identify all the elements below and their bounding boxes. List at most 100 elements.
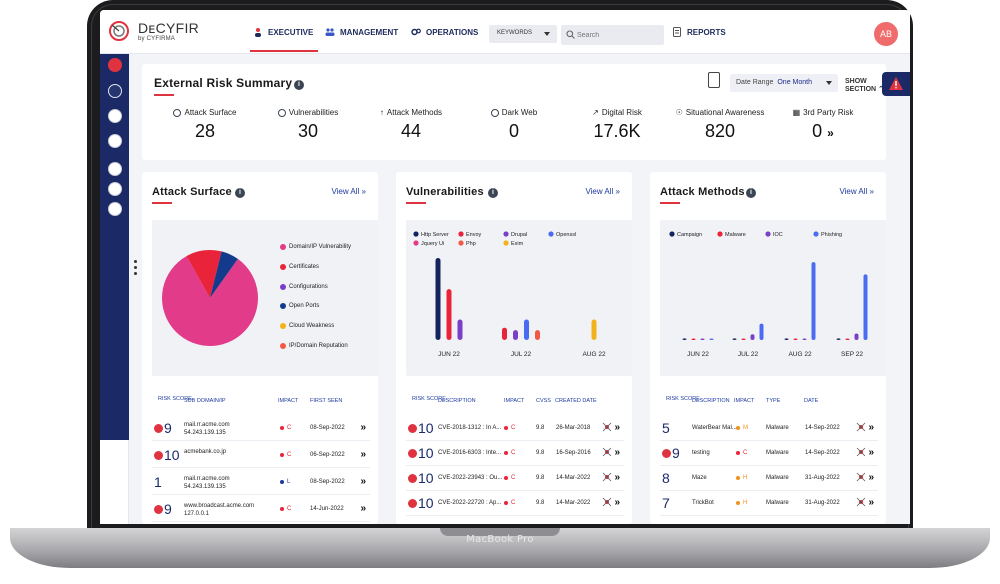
bar[interactable] [759, 323, 764, 340]
bar[interactable] [854, 333, 859, 340]
table-row[interactable]: 9 mail.rr.acme.com 54.243.139.135 C 08-Sep-2… [152, 416, 370, 441]
chevron-right-icon[interactable]: » [360, 476, 366, 487]
shield-lock-icon[interactable] [108, 84, 122, 98]
legend-item[interactable]: Cloud Weakness [280, 323, 334, 330]
keywords-dropdown[interactable]: KEYWORDS [489, 25, 557, 43]
info-icon[interactable] [108, 182, 122, 196]
view-all-link[interactable]: View All » [839, 187, 874, 196]
legend-item[interactable]: Certificates [280, 263, 319, 270]
legend-item[interactable]: Domain/IP Vulnerability [280, 244, 351, 250]
chevron-right-icon[interactable]: » [868, 472, 874, 483]
pie-slice[interactable] [210, 251, 238, 298]
table-row[interactable]: 9 testing C Malware 14-Sep-2022 » [660, 441, 878, 466]
table-row[interactable]: 7 TrickBot H Malware 31-Aug-2022 » [660, 491, 878, 516]
bar[interactable] [802, 338, 807, 341]
nav-management[interactable]: MANAGEMENT [325, 10, 398, 54]
pdf-export-icon[interactable] [708, 72, 720, 88]
chevron-right-icon[interactable]: » [360, 503, 366, 514]
metric-attack-surface[interactable]: Attack Surface 28 [160, 108, 250, 142]
table-row[interactable]: 9 www.broadcast.acme.com 127.0.0.1 C 14-Jun-… [152, 497, 370, 522]
more-options-icon[interactable] [134, 260, 138, 278]
chevron-right-icon[interactable]: » [614, 497, 620, 508]
bar[interactable] [700, 338, 705, 341]
table-row[interactable]: 10 acmebank.co.jp C 06-Sep-2022 » [152, 443, 370, 468]
nav-reports[interactable]: REPORTS [672, 10, 726, 54]
table-row[interactable]: 5 WaterBear Mal... M Malware 14-Sep-2022 » [660, 416, 878, 441]
metric-vulnerabilities[interactable]: Vulnerabilities 30 [263, 108, 353, 142]
target-icon[interactable] [108, 109, 122, 123]
chevron-right-icon[interactable]: » [614, 447, 620, 458]
table-row[interactable]: 8 Maze H Malware 31-Aug-2022 » [660, 466, 878, 491]
view-all-link[interactable]: View All » [585, 187, 620, 196]
metric-attack-methods[interactable]: ↑ Attack Methods 44 [366, 108, 456, 142]
bar[interactable] [591, 319, 597, 341]
bar[interactable] [435, 258, 441, 340]
search-input[interactable] [577, 28, 657, 42]
nav-operations[interactable]: OPERATIONS [411, 10, 478, 54]
bar[interactable] [524, 319, 529, 341]
decyfir-logo-icon[interactable] [108, 18, 130, 44]
info-icon[interactable]: i [294, 80, 304, 90]
chevron-right-icon[interactable]: » [614, 422, 620, 433]
info-icon[interactable]: i [235, 188, 245, 198]
user-avatar[interactable]: AB [874, 22, 898, 46]
bug-icon[interactable] [856, 422, 866, 432]
bug-icon[interactable] [856, 497, 866, 507]
show-section-toggle[interactable]: SHOW SECTION ⌃ [845, 78, 884, 93]
bar[interactable] [691, 338, 696, 341]
bulb-icon[interactable] [108, 134, 122, 148]
bar[interactable] [741, 338, 746, 341]
legend-item[interactable]: IP/Domain Reputation [280, 343, 348, 349]
bar[interactable] [836, 338, 841, 340]
table-row[interactable]: 1 mail.rr.acme.com 54.243.139.135 L 08-Sep-2… [152, 470, 370, 495]
alert-tab[interactable] [882, 72, 910, 96]
table-row[interactable]: 10 CVE-2016-6303 : Inte... C 9.8 16-Sep-2016… [406, 441, 624, 466]
chevron-right-icon[interactable]: » [614, 472, 620, 483]
date-range-dropdown[interactable]: Date Range One Month [730, 74, 838, 92]
chevron-right-icon[interactable]: » [360, 422, 366, 433]
bug-icon[interactable] [602, 472, 612, 482]
bug-icon[interactable] [856, 472, 866, 482]
chevron-right-icon[interactable]: » [827, 126, 834, 140]
bar[interactable] [863, 274, 868, 340]
nav-executive[interactable]: EXECUTIVE [253, 10, 313, 54]
bar[interactable] [535, 330, 540, 340]
bar[interactable] [784, 338, 789, 340]
bar[interactable] [513, 330, 518, 340]
bar[interactable] [845, 338, 850, 341]
info-icon[interactable]: i [488, 188, 498, 198]
chevron-right-icon[interactable]: » [360, 449, 366, 460]
chevron-right-icon[interactable]: » [868, 447, 874, 458]
legend-item[interactable]: Configurations [280, 283, 328, 290]
view-all-link[interactable]: View All » [331, 187, 366, 196]
table-row[interactable]: 10 CVE-2022-22720 : Ap... C 9.8 14-Mar-2022 » [406, 491, 624, 516]
bar[interactable] [457, 319, 463, 341]
bar[interactable] [732, 338, 737, 340]
bug-icon[interactable] [602, 422, 612, 432]
legend-item[interactable]: Open Ports [280, 303, 319, 310]
metric-situational-awareness[interactable]: ☉ Situational Awareness 820 [675, 108, 765, 142]
metric-3rd-party-risk[interactable]: ▦ 3rd Party Risk 0 » [778, 108, 868, 142]
bug-icon[interactable] [856, 447, 866, 457]
pie-slice[interactable] [186, 250, 222, 298]
bar[interactable] [682, 338, 687, 340]
table-row[interactable]: 10 CVE-2018-1312 : In A... C 9.8 26-Mar-2018… [406, 416, 624, 441]
bar[interactable] [709, 338, 714, 341]
pie-slice[interactable] [162, 256, 258, 346]
alert-bell-icon[interactable] [108, 58, 122, 72]
bar[interactable] [446, 289, 452, 340]
metric-dark-web[interactable]: Dark Web 0 [469, 108, 559, 142]
document-icon[interactable] [108, 162, 122, 176]
search-box[interactable] [561, 25, 664, 45]
metric-digital-risk[interactable]: ↗ Digital Risk 17.6K [572, 108, 662, 142]
grid-icon[interactable] [108, 202, 122, 216]
bar[interactable] [750, 334, 755, 340]
chevron-right-icon[interactable]: » [868, 422, 874, 433]
info-icon[interactable]: i [746, 188, 756, 198]
bug-icon[interactable] [602, 447, 612, 457]
bar[interactable] [793, 338, 798, 341]
bar[interactable] [811, 262, 816, 340]
chevron-right-icon[interactable]: » [868, 497, 874, 508]
bug-icon[interactable] [602, 497, 612, 507]
table-row[interactable]: 10 CVE-2022-23943 : Ou... C 9.8 14-Mar-2022 » [406, 466, 624, 491]
